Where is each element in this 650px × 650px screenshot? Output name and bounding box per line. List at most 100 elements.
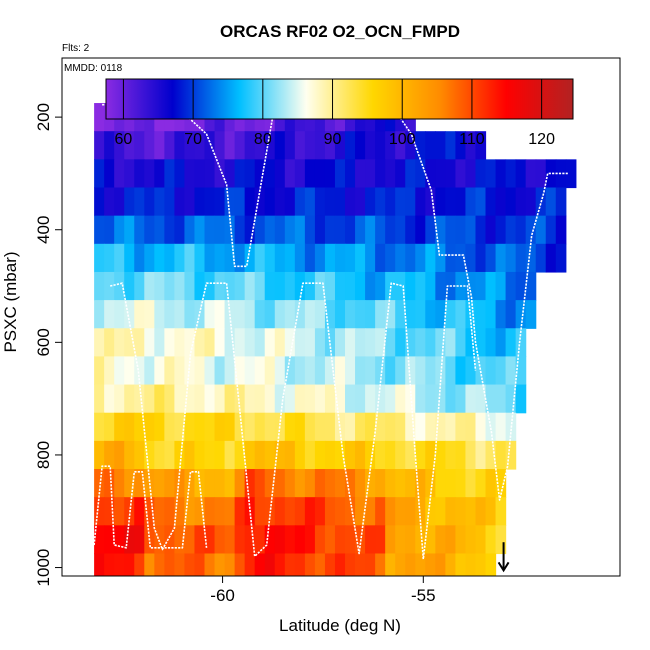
heatmap-cell [254,215,266,245]
heatmap-cell [104,131,115,160]
heatmap-cell [284,300,296,329]
heatmap-cell [334,412,346,442]
heatmap-cell [204,356,216,386]
heatmap-cell [194,328,206,358]
heatmap-cell [224,412,236,442]
heatmap-cell [224,440,236,470]
heatmap-cell [435,440,446,470]
heatmap-cell [495,271,507,301]
heatmap-cell [174,215,186,245]
heatmap-cell [114,553,125,576]
heatmap-cell [435,497,446,526]
heatmap-cell [144,300,155,329]
y-axis-label: PSXC (mbar) [1,251,20,352]
heatmap-cell [375,187,386,217]
heatmap-cell [194,553,206,576]
heatmap-cell [465,328,477,358]
heatmap-cell [495,412,507,442]
heatmap-cell [284,525,296,555]
heatmap-cell [284,469,296,498]
heatmap-cell [304,469,316,498]
heatmap-cell [94,553,105,576]
heatmap-cell [435,159,446,189]
colorbar-scale [105,78,574,120]
heatmap-cell [375,525,386,555]
heatmap-cell [244,187,256,217]
end-marker [497,542,510,573]
heatmap-cell [154,356,165,386]
heatmap-cell [385,131,396,160]
heatmap-cell [264,553,276,576]
heatmap-cell [104,384,115,414]
heatmap-cell [495,187,507,217]
heatmap-cell [455,159,467,189]
heatmap-cell [244,131,256,160]
colorbar: 60 70 80 90 100 110 120 [105,78,574,148]
heatmap-cell [485,159,497,189]
heatmap-cell [375,469,386,498]
y-axis: 200 400 600 800 1000 [34,103,62,586]
heatmap-cell [214,131,226,160]
heatmap-cell [355,469,366,498]
heatmap-cell [425,243,436,273]
heatmap-cell [154,525,165,555]
heatmap-cell [445,412,457,442]
heatmap-cell [445,159,457,189]
heatmap-cell [495,243,507,273]
heatmap-cell [415,131,426,160]
heatmap-cell [254,440,266,470]
heatmap-cell [475,412,487,442]
heatmap-cell [405,525,416,555]
heatmap-cell [274,187,286,217]
heatmap-cell [194,497,206,526]
heatmap-cell [485,412,497,442]
heatmap-cell [375,300,386,329]
heatmap-cell [214,300,226,329]
heatmap-cell [254,159,266,189]
heatmap-cell [274,384,286,414]
heatmap-cell [94,469,105,498]
heatmap-cell [355,300,366,329]
heatmap-cell [94,356,105,386]
heatmap-cell [184,553,196,576]
heatmap-cell [435,384,446,414]
heatmap-cell [274,525,286,555]
heatmap-cell [515,328,527,358]
heatmap-cell [475,271,487,301]
heatmap-cell [174,243,186,273]
heatmap-cell [365,469,376,498]
heatmap-cell [435,328,446,358]
heatmap-cell [234,412,246,442]
heatmap-cell [244,553,256,576]
heatmap-cell [174,469,186,498]
heatmap-cell [234,469,246,498]
heatmap-cell [324,271,336,301]
heatmap-cell [345,328,356,358]
heatmap-cell [365,553,376,576]
heatmap-cell [114,440,125,470]
heatmap-cell [515,159,527,189]
heatmap-cell [304,215,316,245]
heatmap-cell [405,159,416,189]
heatmap-cell [395,328,406,358]
heatmap-cell [124,215,135,245]
heatmap-cell [174,300,186,329]
heatmap-cell [174,497,186,526]
heatmap-cell [304,243,316,273]
heatmap-cell [214,497,226,526]
heatmap-cell [535,215,547,245]
heatmap-cell [545,215,557,245]
heatmap-cell [405,187,416,217]
flights-note: Flts: 2 [62,43,90,54]
heatmap-cell [124,187,135,217]
heatmap-cell [194,243,206,273]
heatmap-cell [415,243,426,273]
heatmap-cell [204,243,216,273]
heatmap-cell [134,271,145,301]
heatmap-cell [475,187,487,217]
heatmap-cell [415,497,426,526]
heatmap-cell [365,384,376,414]
heatmap-cell [204,328,216,358]
heatmap-cell [425,553,436,576]
heatmap-cell [224,469,236,498]
